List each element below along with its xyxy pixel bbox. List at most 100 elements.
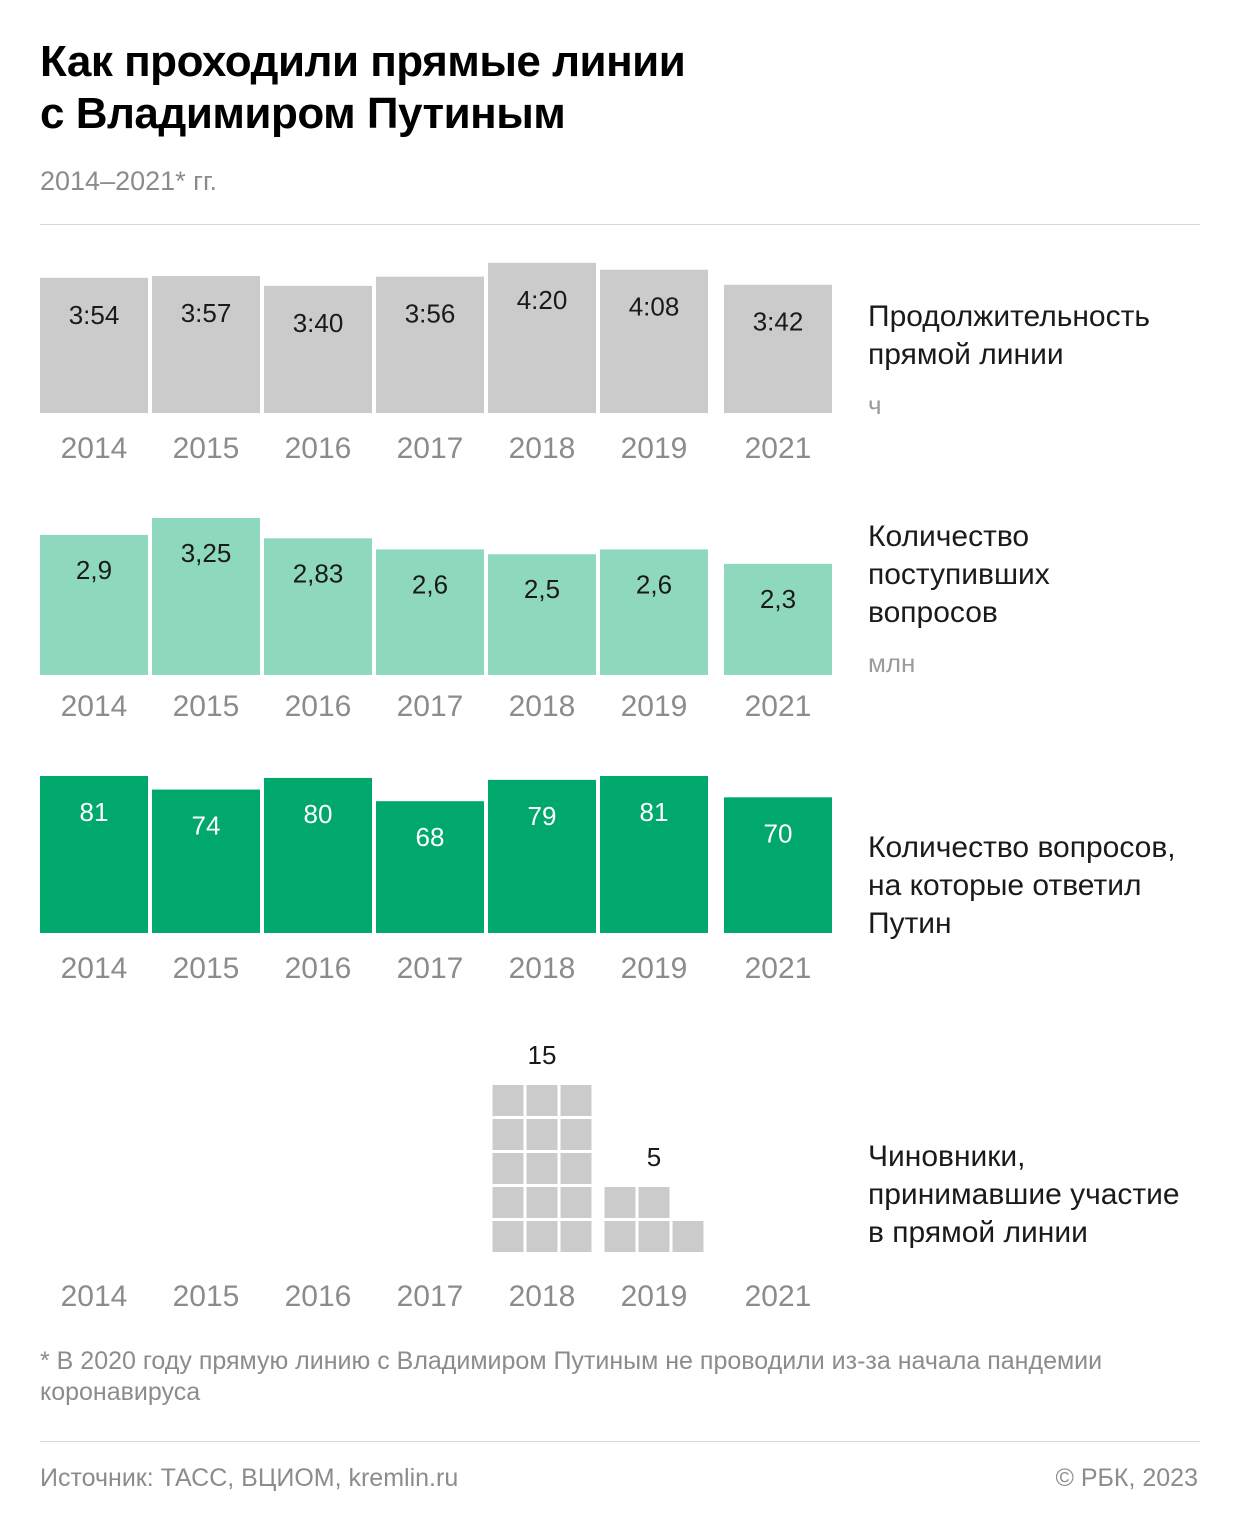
duration-year-label-2016: 2016 (285, 432, 352, 465)
received-value-label-2019: 2,6 (636, 569, 672, 599)
duration-bar-2021 (724, 284, 832, 413)
received-year-label-2016: 2016 (285, 690, 352, 723)
received-bar-2016 (264, 538, 372, 675)
officials-unit-square (560, 1221, 592, 1252)
answered-title-line: на которые ответил (868, 869, 1142, 902)
received-bar-2019 (600, 549, 708, 675)
officials-value-label-2018: 15 (528, 1040, 557, 1070)
duration-value-label-2016: 3:40 (293, 308, 344, 338)
officials-title-line: в прямой линии (868, 1216, 1088, 1249)
duration-year-label-2021: 2021 (745, 432, 812, 465)
received-bar-2014 (40, 534, 148, 675)
received-value-label-2015: 3,25 (181, 538, 232, 568)
chart-subtitle: 2014–2021* гг. (40, 166, 218, 196)
officials-year-label-2019: 2019 (621, 1280, 688, 1313)
officials-unit-square (638, 1187, 670, 1218)
title-line-1: Как проходили прямые линии (40, 37, 686, 86)
answered-bar-2017 (376, 801, 484, 933)
officials-unit-square (526, 1221, 558, 1252)
answered-title-line: Количество вопросов, (868, 831, 1176, 864)
duration-value-label-2017: 3:56 (405, 299, 456, 329)
officials-title-line: Чиновники, (868, 1140, 1026, 1173)
officials-unit-square (492, 1221, 524, 1252)
duration-year-label-2014: 2014 (61, 432, 128, 465)
answered-year-label-2017: 2017 (397, 952, 464, 985)
duration-value-label-2021: 3:42 (753, 307, 804, 337)
officials-unit-square (492, 1187, 524, 1218)
duration-title-line: Продолжительность (868, 300, 1150, 333)
top-divider (40, 224, 1200, 225)
received-bar-2015 (152, 518, 260, 675)
officials-unit-square (526, 1085, 558, 1116)
duration-year-label-2018: 2018 (509, 432, 576, 465)
answered-year-label-2018: 2018 (509, 952, 576, 985)
received-panel-title: Количество поступивших вопросов (868, 518, 1050, 632)
answered-bar-2019 (600, 776, 708, 933)
received-value-label-2021: 2,3 (760, 584, 796, 614)
answered-year-label-2019: 2019 (621, 952, 688, 985)
answered-bar-2015 (152, 789, 260, 933)
duration-bar-2014 (40, 277, 148, 413)
charts-canvas: 3:54 2014 3:57 2015 3:40 2016 3:56 2017 4:20 2018… (40, 262, 832, 1313)
answered-value-label-2016: 80 (304, 799, 333, 829)
officials-year-label-2018: 2018 (509, 1280, 576, 1313)
received-title-line: вопросов (868, 596, 998, 629)
bottom-divider (40, 1441, 1200, 1442)
answered-bar-2014 (40, 776, 148, 933)
received-unit: млн (868, 648, 916, 678)
officials-unit-square (560, 1085, 592, 1116)
officials-unit-square (672, 1221, 704, 1252)
received-year-label-2015: 2015 (173, 690, 240, 723)
duration-year-label-2017: 2017 (397, 432, 464, 465)
received-bar-2017 (376, 549, 484, 675)
duration-bar-2015 (152, 276, 260, 413)
received-year-label-2019: 2019 (621, 690, 688, 723)
answered-value-label-2017: 68 (416, 822, 445, 852)
source-note: Источник: ТАСС, ВЦИОМ, kremlin.ru (40, 1464, 459, 1492)
officials-unit-square (560, 1187, 592, 1218)
duration-year-label-2015: 2015 (173, 432, 240, 465)
duration-value-label-2015: 3:57 (181, 298, 232, 328)
officials-unit-square (604, 1187, 636, 1218)
answered-value-label-2018: 79 (528, 801, 557, 831)
officials-year-label-2015: 2015 (173, 1280, 240, 1313)
received-value-label-2016: 2,83 (293, 558, 344, 588)
received-bar-2021 (724, 563, 832, 675)
officials-unit-square (638, 1221, 670, 1252)
duration-bar-2016 (264, 285, 372, 413)
officials-unit-square (560, 1153, 592, 1184)
duration-value-label-2014: 3:54 (69, 300, 120, 330)
officials-unit-square (492, 1119, 524, 1150)
officials-unit-square (526, 1119, 558, 1150)
chart-title: Как проходили прямые линии с Владимиром … (40, 36, 940, 140)
officials-panel-title: Чиновники, принимавшие участие в прямой … (868, 1138, 1180, 1252)
officials-unit-square (492, 1085, 524, 1116)
duration-unit: ч (868, 390, 882, 420)
answered-panel-title: Количество вопросов, на которые ответил … (868, 829, 1176, 943)
received-bar-2018 (488, 554, 596, 675)
answered-year-label-2015: 2015 (173, 952, 240, 985)
footnote: * В 2020 году прямую линию с Владимиром … (40, 1347, 1103, 1406)
answered-year-label-2014: 2014 (61, 952, 128, 985)
received-year-label-2021: 2021 (745, 690, 812, 723)
received-title-line: поступивших (868, 558, 1050, 591)
duration-value-label-2019: 4:08 (629, 292, 680, 322)
officials-unit-square (526, 1187, 558, 1218)
officials-year-label-2016: 2016 (285, 1280, 352, 1313)
duration-value-label-2018: 4:20 (517, 285, 568, 315)
officials-title-line: принимавшие участие (868, 1178, 1180, 1211)
duration-bar-2017 (376, 276, 484, 413)
officials-unit-square (526, 1153, 558, 1184)
officials-unit-square (492, 1153, 524, 1184)
title-line-2: с Владимиром Путиным (40, 89, 566, 138)
received-value-label-2017: 2,6 (412, 569, 448, 599)
received-year-label-2014: 2014 (61, 690, 128, 723)
duration-year-label-2019: 2019 (621, 432, 688, 465)
duration-bar-2019 (600, 269, 708, 413)
duration-title-line: прямой линии (868, 338, 1064, 371)
officials-value-label-2019: 5 (647, 1142, 661, 1172)
answered-bar-2016 (264, 777, 372, 933)
answered-title-line: Путин (868, 907, 952, 940)
answered-bar-2021 (724, 797, 832, 933)
